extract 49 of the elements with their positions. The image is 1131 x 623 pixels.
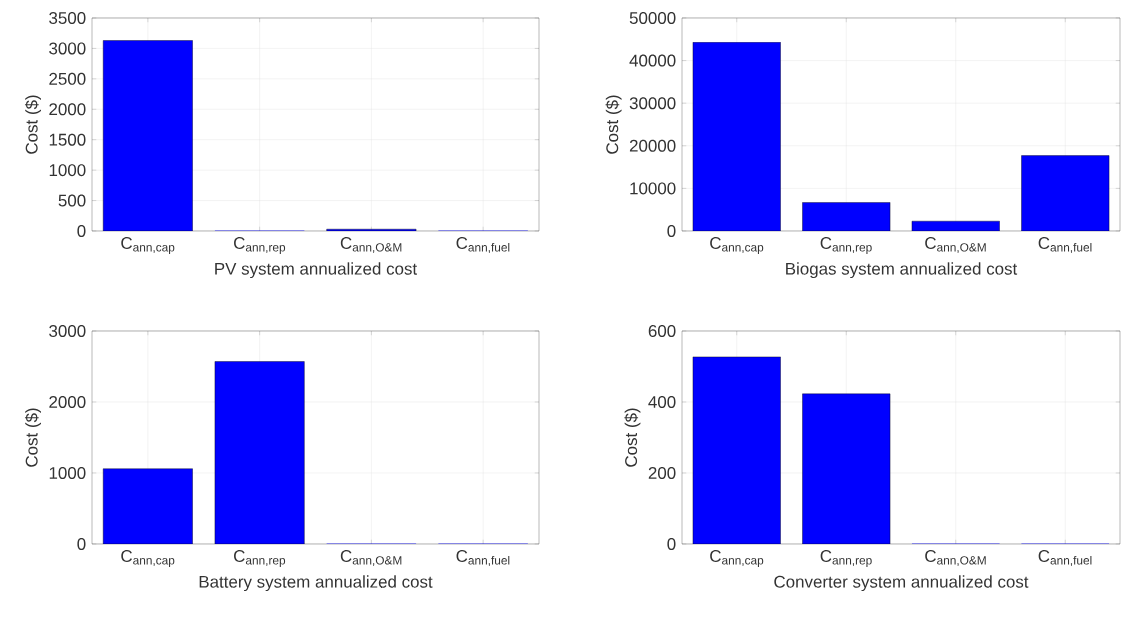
bar — [692, 42, 781, 231]
y-axis-title: Cost ($) — [24, 95, 41, 154]
y-tick-label: 3500 — [49, 11, 86, 24]
y-tick-label: 0 — [77, 224, 86, 237]
x-tick-label: C$_{ann,cap}$ — [121, 237, 175, 254]
y-tick-label: 1000 — [49, 466, 86, 479]
x-axis-title: Battery system annualized cost — [199, 575, 433, 592]
x-tick-label: C$_{ann,cap}$ — [710, 550, 764, 567]
x-axis-title: Biogas system annualized cost — [786, 262, 1018, 279]
y-tick-label: 2000 — [49, 103, 86, 116]
y-axis-title: Cost ($) — [624, 408, 641, 467]
x-tick-label: C$_{ann,O&M}$ — [925, 550, 986, 566]
bar — [1021, 155, 1110, 231]
bar — [802, 202, 891, 231]
y-tick-label: 1500 — [49, 133, 86, 146]
x-tick-label: C$_{ann,O&M}$ — [340, 237, 402, 253]
x-tick-label: C$_{ann,fuel}$ — [456, 550, 510, 567]
x-tick-label: C$_{ann,fuel}$ — [456, 237, 510, 253]
y-tick-label: 20000 — [629, 139, 676, 152]
x-tick-label: C$_{ann,fuel}$ — [1038, 550, 1092, 567]
x-tick-label: C$_{ann,cap}$ — [710, 237, 764, 254]
y-tick-label: 600 — [648, 324, 676, 337]
y-tick-label: 2500 — [49, 72, 86, 85]
y-tick-label: 3000 — [49, 324, 86, 337]
y-tick-label: 400 — [648, 395, 676, 408]
y-tick-label: 1000 — [49, 164, 86, 177]
y-tick-label: 0 — [667, 537, 676, 550]
x-axis-title: Converter system annualized cost — [774, 575, 1029, 592]
x-tick-label: C$_{ann,rep}$ — [234, 550, 286, 567]
y-tick-label: 500 — [58, 194, 86, 207]
x-tick-label: C$_{ann,O&M}$ — [925, 237, 986, 253]
y-tick-label: 2000 — [49, 395, 86, 408]
x-tick-label: C$_{ann,O&M}$ — [340, 550, 402, 566]
x-axis-title: PV system annualized cost — [215, 262, 418, 279]
y-tick-label: 200 — [648, 466, 676, 479]
x-tick-label: C$_{ann,rep}$ — [234, 237, 286, 254]
y-tick-label: 3000 — [49, 42, 86, 55]
x-tick-label: C$_{ann,rep}$ — [820, 550, 872, 567]
y-tick-label: 30000 — [629, 97, 676, 110]
y-tick-label: 40000 — [629, 54, 676, 67]
x-tick-label: C$_{ann,fuel}$ — [1038, 237, 1092, 253]
y-axis-title: Cost ($) — [605, 95, 622, 154]
x-tick-label: C$_{ann,rep}$ — [820, 237, 872, 254]
y-tick-label: 10000 — [630, 182, 676, 195]
y-tick-label: 0 — [667, 224, 676, 237]
y-tick-label: 0 — [77, 537, 86, 550]
y-axis-title: Cost ($) — [24, 408, 41, 467]
x-tick-label: C$_{ann,cap}$ — [121, 550, 175, 567]
y-tick-label: 50000 — [629, 11, 676, 24]
